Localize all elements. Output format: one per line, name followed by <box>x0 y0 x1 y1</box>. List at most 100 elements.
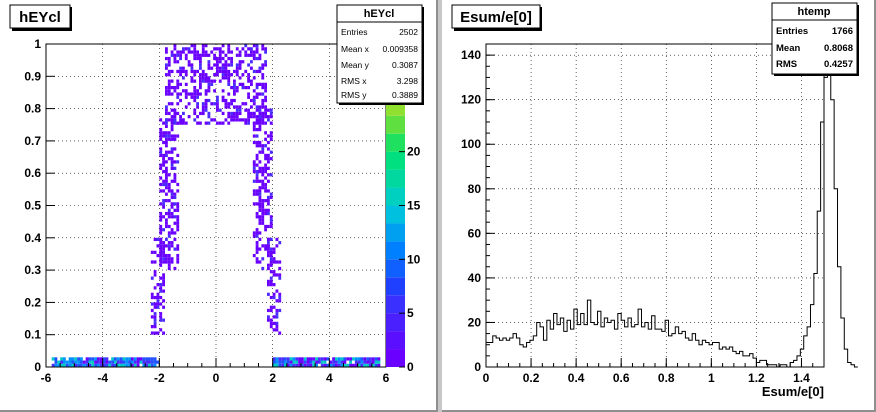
heatmap-cell <box>170 118 174 122</box>
heatmap-cell <box>63 360 66 364</box>
left-stats-value: 0.3087 <box>392 60 418 70</box>
heatmap-cell <box>258 186 262 190</box>
heatmap-cell <box>162 179 165 183</box>
heatmap-cell <box>224 76 228 80</box>
heatmap-cell <box>201 44 205 48</box>
heatmap-cell <box>159 150 163 154</box>
histogram-bin <box>625 327 628 367</box>
heatmap-cell <box>167 186 171 190</box>
heatmap-cell <box>176 182 180 187</box>
heatmap-cell <box>216 95 219 99</box>
heatmap-cell <box>247 121 250 125</box>
heatmap-cell <box>303 363 307 367</box>
left-stats-box[interactable]: hEYcl Entries 2502 Mean x 0.009358 Mean … <box>336 4 424 105</box>
heatmap-cell <box>269 218 273 222</box>
heatmap-cell <box>261 186 265 190</box>
heatmap-cell <box>315 360 318 364</box>
heatmap-cell <box>261 199 265 203</box>
heatmap-cell <box>227 50 231 54</box>
heatmap-cell <box>218 121 222 125</box>
heatmap-cell <box>165 150 168 154</box>
heatmap-cell <box>173 85 177 90</box>
heatmap-cell <box>235 66 239 70</box>
heatmap-cell <box>162 260 165 264</box>
heatmap-cell <box>247 108 250 112</box>
x-tick-label: 1.2 <box>748 371 765 385</box>
heatmap-cell <box>221 63 225 67</box>
heatmap-cell <box>162 283 165 287</box>
heatmap-cell <box>165 257 168 261</box>
heatmap-cell <box>176 247 180 251</box>
histogram-bin <box>800 349 803 367</box>
heatmap-cell <box>267 189 270 193</box>
heatmap-cell <box>261 221 265 225</box>
heatmap-cell <box>255 241 259 245</box>
heatmap-cell <box>165 211 168 216</box>
heatmap-cell <box>252 121 256 125</box>
heatmap-cell <box>165 140 168 145</box>
heatmap-cell <box>309 360 313 364</box>
histogram-bin <box>662 331 665 367</box>
heatmap-cell <box>159 244 163 248</box>
heatmap-cell <box>278 299 282 303</box>
heatmap-cell <box>173 118 177 122</box>
heatmap-cell <box>176 253 180 258</box>
heatmap-cell <box>272 273 276 277</box>
heatmap-cell <box>258 160 262 164</box>
heatmap-cell <box>224 53 228 57</box>
heatmap-cell <box>187 102 191 106</box>
heatmap-cell <box>204 105 208 109</box>
histogram-bin <box>500 340 503 367</box>
heatmap-cell <box>148 360 151 364</box>
heatmap-cell <box>224 105 228 109</box>
heatmap-cell <box>224 118 228 122</box>
heatmap-cell <box>85 363 89 367</box>
left-title-box[interactable]: hEYcl <box>9 4 72 31</box>
heatmap-cell <box>366 360 369 364</box>
histogram-bin <box>669 336 672 367</box>
heatmap-cell <box>173 108 177 112</box>
heatmap-cell <box>60 363 63 367</box>
right-stats-box[interactable]: htemp Entries 1766 Mean 0.8068 RMS 0.425… <box>771 2 859 76</box>
histogram-bin <box>729 347 732 367</box>
heatmap-cell <box>366 363 369 367</box>
palette-segment <box>386 277 405 296</box>
heatmap-cell <box>176 215 180 219</box>
heatmap-cell <box>275 357 279 361</box>
heatmap-cell <box>284 357 287 361</box>
heatmap-cell <box>247 79 250 83</box>
histogram-bin <box>750 354 753 367</box>
heatmap-cell <box>116 357 120 361</box>
heatmap-cell <box>170 50 174 54</box>
heatmap-cell <box>255 95 259 99</box>
heatmap-cell <box>187 50 191 54</box>
heatmap-cell <box>179 98 182 103</box>
heatmap-cell <box>267 179 270 183</box>
heatmap-cell <box>247 73 250 77</box>
heatmap-cell <box>255 228 259 232</box>
heatmap-cell <box>176 79 180 83</box>
x-tick-label: -6 <box>41 371 52 385</box>
heatmap-cell <box>102 363 106 367</box>
heatmap-cell <box>264 137 267 141</box>
heatmap-cell <box>159 218 163 222</box>
heatmap-cell <box>176 224 180 229</box>
heatmap-cell <box>176 160 180 164</box>
heatmap-cell <box>252 231 256 235</box>
heatmap-cell <box>210 82 214 86</box>
heatmap-cell <box>216 60 219 64</box>
heatmap-cell <box>162 169 165 174</box>
heatmap-cell <box>167 82 171 86</box>
heatmap-cell <box>267 266 270 271</box>
heatmap-cell <box>176 153 180 158</box>
heatmap-cell <box>176 134 180 138</box>
heatmap-cell <box>105 357 109 361</box>
heatmap-cell <box>170 150 174 154</box>
heatmap-cell <box>267 224 270 229</box>
heatmap-cell <box>323 363 327 367</box>
right-title-box[interactable]: Esum/e[0] <box>451 4 542 31</box>
heatmap-cell <box>179 115 182 119</box>
heatmap-cell <box>275 244 279 248</box>
heatmap-cell <box>167 85 171 90</box>
heatmap-cell <box>258 205 262 209</box>
